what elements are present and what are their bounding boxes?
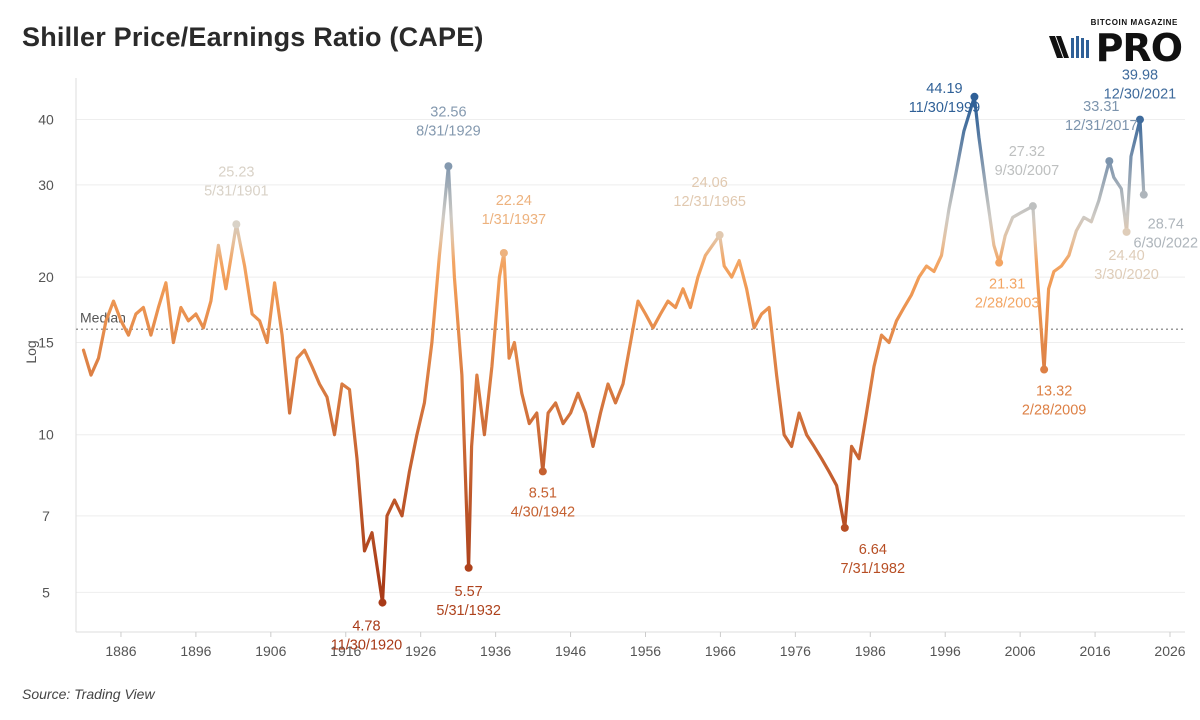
chart-title: Shiller Price/Earnings Ratio (CAPE) — [22, 22, 484, 52]
annotation-date: 11/30/1920 — [331, 638, 403, 654]
y-axis-label: Log — [23, 340, 39, 363]
y-tick-label: 7 — [42, 508, 50, 524]
annotation-point — [1040, 365, 1049, 374]
x-tick-label: 2006 — [1005, 643, 1036, 659]
x-tick-label: 1906 — [255, 643, 286, 659]
annotation-value: 24.06 — [692, 175, 728, 191]
annotation-date: 9/30/2007 — [995, 163, 1060, 179]
annotation-point — [1139, 190, 1148, 199]
y-tick-label: 15 — [38, 335, 54, 351]
y-tick-label: 30 — [38, 177, 54, 193]
bitcoin-magazine-pro-logo: BITCOIN MAGAZINE PRO — [1011, 14, 1186, 70]
x-tick-label: 1896 — [180, 643, 211, 659]
annotation-value: 4.78 — [352, 619, 380, 635]
x-tick-label: 1966 — [705, 643, 736, 659]
x-tick-label: 1916 — [330, 643, 361, 659]
logo-bars-icon — [1049, 36, 1089, 58]
annotation-date: 6/30/2022 — [1134, 236, 1199, 252]
annotation-date: 5/31/1932 — [436, 603, 501, 619]
median-line: Median — [76, 309, 1185, 331]
annotation-value: 32.56 — [430, 104, 466, 120]
median-label: Median — [80, 309, 126, 325]
annotation-value: 44.19 — [926, 81, 962, 97]
cape-series-line — [81, 95, 1146, 605]
annotation-point — [970, 92, 979, 101]
x-tick-label: 1986 — [855, 643, 886, 659]
annotation-value: 33.31 — [1083, 99, 1119, 115]
x-tick-label: 2016 — [1080, 643, 1111, 659]
y-tick-label: 10 — [38, 427, 54, 443]
x-tick-label: 1936 — [480, 643, 511, 659]
logo-big-text: PRO — [1095, 26, 1183, 70]
annotation-value: 5.57 — [455, 584, 483, 600]
x-tick-label: 1976 — [780, 643, 811, 659]
x-tick-label: 1886 — [105, 643, 136, 659]
annotation-value: 25.23 — [218, 164, 254, 180]
annotation-value: 6.64 — [859, 542, 887, 558]
annotation-value: 39.98 — [1122, 68, 1158, 84]
x-tick-label: 2026 — [1154, 643, 1185, 659]
annotation-point — [538, 467, 547, 476]
source-note: Source: Trading View — [22, 686, 155, 702]
annotation-value: 24.40 — [1108, 248, 1144, 264]
annotation-date: 8/31/1929 — [416, 123, 481, 139]
x-tick-label: 1926 — [405, 643, 436, 659]
annotation-point — [840, 523, 849, 532]
annotation-value: 13.32 — [1036, 384, 1072, 400]
annotation-point — [232, 220, 241, 229]
logo-small-text: BITCOIN MAGAZINE — [1090, 18, 1178, 27]
axes: 5 7 10 15 20 30 40 1886 1896 1906 1916 1926 1936 1946… — [38, 78, 1186, 659]
annotation-value: 8.51 — [529, 485, 557, 501]
x-tick-label: 1996 — [930, 643, 961, 659]
annotation-date: 2/28/2003 — [975, 296, 1040, 312]
x-tick-label: 1956 — [630, 643, 661, 659]
annotation-date: 2/28/2009 — [1022, 403, 1087, 419]
x-tick-label: 1946 — [555, 643, 586, 659]
annotation-value: 22.24 — [496, 193, 532, 209]
y-tick-label: 40 — [38, 111, 54, 127]
annotation-date: 5/31/1901 — [204, 183, 269, 199]
annotation-date: 12/31/1965 — [673, 194, 746, 210]
annotation-point — [1122, 227, 1131, 236]
annotation-point — [464, 563, 473, 572]
annotation-date: 12/31/2017 — [1065, 118, 1138, 134]
annotation-date: 3/30/2020 — [1094, 267, 1159, 283]
annotation-point — [1105, 157, 1114, 166]
annotation-points — [232, 92, 1148, 607]
annotation-date: 11/30/1999 — [909, 100, 981, 116]
annotation-date: 4/30/1942 — [511, 504, 576, 520]
annotation-date: 1/31/1937 — [482, 212, 547, 228]
series-layer — [81, 95, 1146, 605]
annotation-date: 7/31/1982 — [841, 561, 906, 577]
annotation-point — [715, 231, 724, 240]
annotation-point — [1028, 202, 1037, 211]
annotation-date: 12/30/2021 — [1104, 87, 1177, 103]
annotation-point — [378, 598, 387, 607]
annotation-value: 27.32 — [1009, 144, 1045, 160]
annotation-value: 21.31 — [989, 277, 1025, 293]
annotation-value: 28.74 — [1148, 217, 1184, 233]
y-tick-label: 5 — [42, 584, 50, 600]
annotation-point — [1135, 115, 1144, 124]
annotation-point — [499, 248, 508, 257]
annotation-point — [444, 162, 453, 171]
annotation-labels: 25.23 5/31/1901 4.78 11/30/1920 32.56 8/31/19… — [204, 68, 1198, 654]
annotation-point — [995, 258, 1004, 267]
y-tick-label: 20 — [38, 269, 54, 285]
